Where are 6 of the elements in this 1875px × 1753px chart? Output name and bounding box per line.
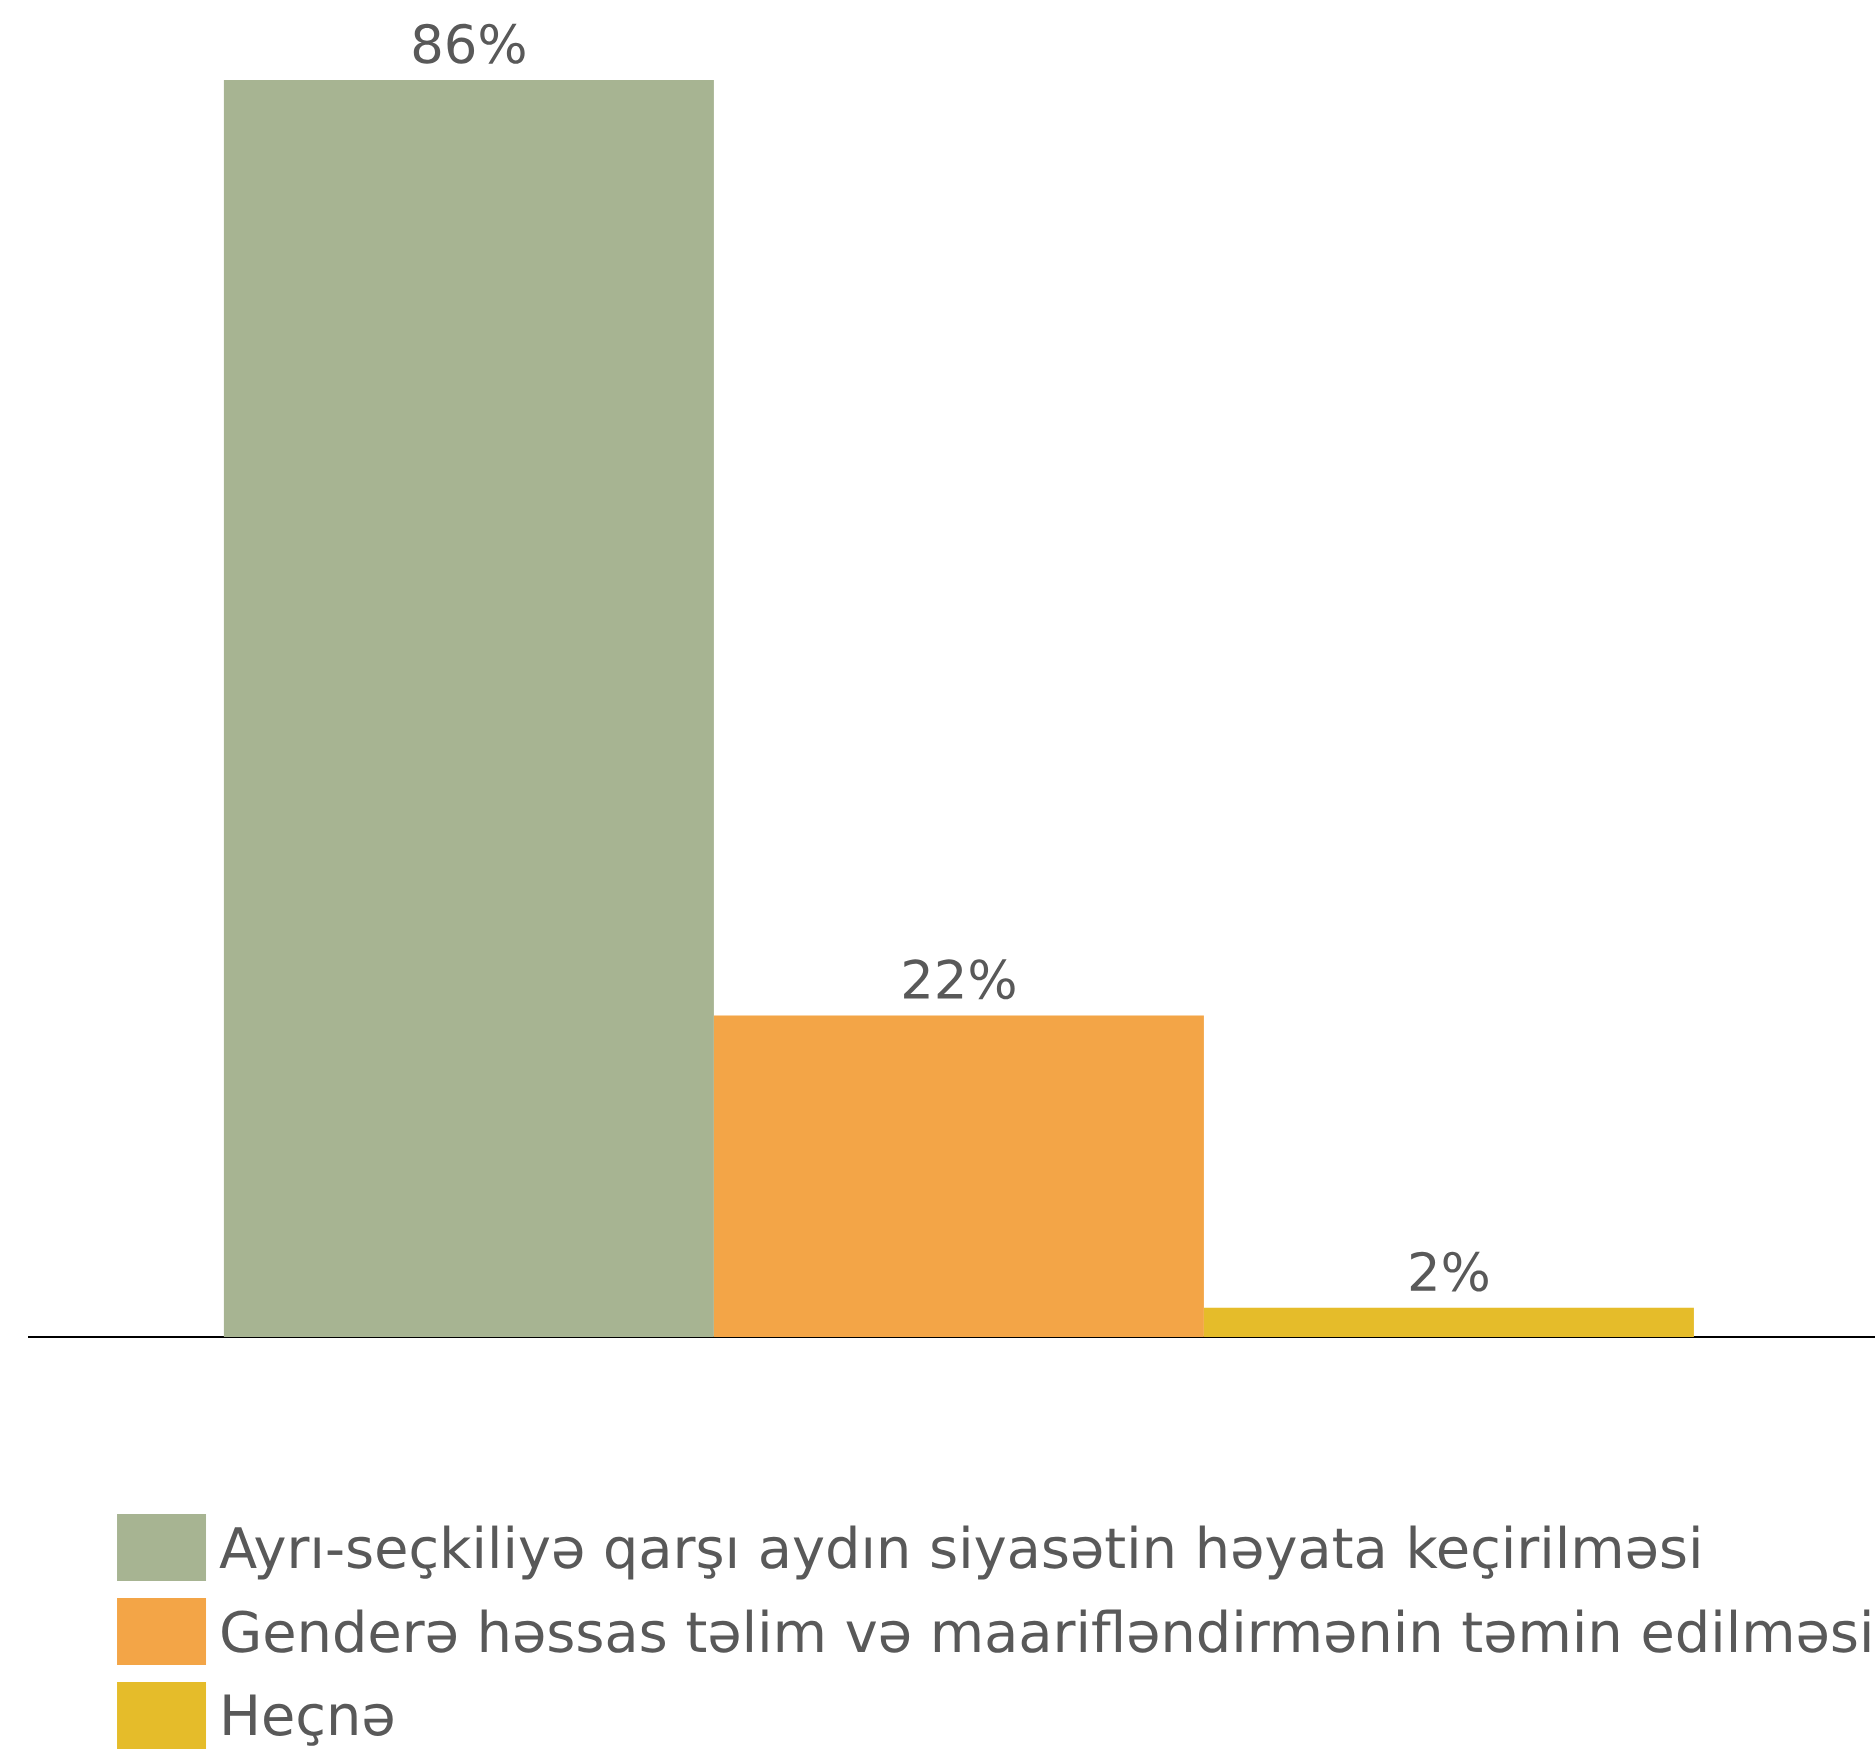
data-label: 2% (1410, 1251, 1488, 1292)
legend-label: Ayrı-seçkiliyə qarşı aydın siyasətin həyata keçirilməsi (219, 1525, 1699, 1580)
data-label: 22% (904, 959, 1015, 1000)
data-label: 86% (413, 23, 525, 64)
legend-label: Heçnə (224, 1694, 393, 1746)
legend-label: Genderə həssas təlim və maarifləndirmənin təmin edilməsi (222, 1609, 1870, 1653)
